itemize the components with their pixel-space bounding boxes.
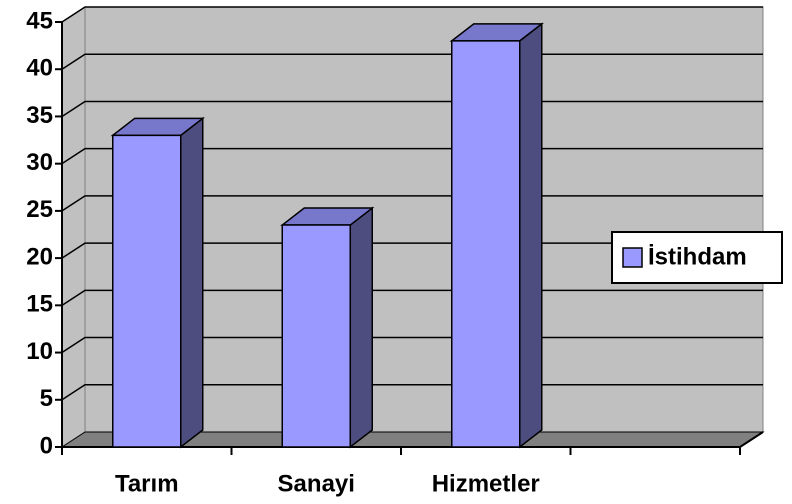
legend-swatch [622, 247, 643, 268]
y-tick-label: 35 [26, 102, 53, 129]
bar-front [281, 224, 351, 448]
y-tick-label: 0 [40, 432, 53, 459]
x-tick-label: Tarım [115, 470, 179, 497]
bar-front [451, 40, 521, 448]
x-axis-back [739, 431, 764, 448]
y-tick-label: 15 [26, 291, 53, 318]
legend: İstihdam [611, 231, 783, 284]
legend-label: İstihdam [648, 243, 747, 270]
y-tick-label: 45 [26, 7, 53, 34]
y-tick-label: 40 [26, 55, 53, 82]
bar [280, 206, 375, 449]
bar [110, 116, 205, 449]
y-tick-label: 30 [26, 149, 53, 176]
bar [449, 22, 544, 449]
side-wall [61, 6, 86, 448]
bar-side [349, 206, 373, 449]
bar-side [180, 116, 204, 449]
y-tick-label: 10 [26, 338, 53, 365]
x-tick-label: Hizmetler [432, 470, 540, 497]
y-tick-label: 20 [26, 243, 53, 270]
x-tick-label: Sanayi [278, 470, 355, 497]
bar-side [519, 22, 543, 449]
y-tick-label: 25 [26, 196, 53, 223]
y-tick-label: 5 [40, 385, 53, 412]
bar-front [112, 134, 182, 448]
grid-line [61, 6, 763, 23]
